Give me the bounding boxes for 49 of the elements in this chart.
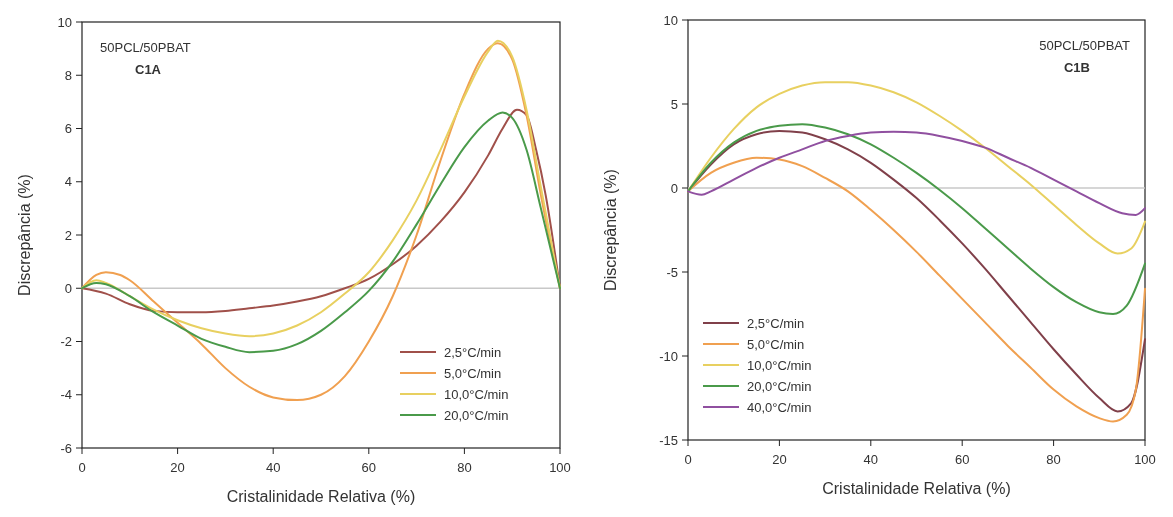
y-tick-label: 6: [64, 121, 72, 136]
y-tick-label: -2: [60, 334, 72, 349]
y-tick-label: -6: [60, 440, 72, 456]
annotation: 50PCL/50PBAT: [1039, 38, 1131, 53]
legend-label: 2,5°C/min: [747, 316, 805, 331]
annotation: C1B: [1063, 60, 1090, 75]
y-tick-label: 10: [663, 12, 678, 28]
y-tick-label: 0: [64, 280, 72, 296]
x-tick-label: 20: [772, 452, 787, 467]
line-series: [81, 39, 561, 338]
legend-label: 2,5°C/min: [444, 345, 502, 360]
line-series: [687, 123, 1146, 315]
x-axis-title: Cristalinidade Relativa (%): [226, 488, 416, 505]
legend-label: 10,0°C/min: [444, 387, 509, 402]
y-axis-title: Discrepância (%): [16, 174, 33, 296]
legend-label: 40,0°C/min: [747, 400, 812, 415]
legend-label: 20,0°C/min: [747, 379, 812, 394]
line-series: [687, 81, 1146, 255]
x-tick-label: 100: [549, 460, 571, 475]
x-tick-label: 60: [361, 460, 377, 475]
y-tick-label: 4: [64, 174, 72, 190]
y-tick-label: -4: [60, 387, 72, 403]
x-tick-label: 80: [457, 460, 472, 475]
y-axis-title: Discrepância (%): [602, 169, 619, 291]
y-tick-label: 8: [64, 67, 72, 83]
x-tick-label: 80: [1046, 452, 1061, 467]
legend-label: 5,0°C/min: [444, 366, 502, 381]
y-tick-label: 2: [64, 227, 72, 243]
x-tick-label: 40: [863, 452, 879, 467]
y-tick-label: 0: [670, 180, 678, 196]
annotation: C1A: [135, 62, 162, 77]
x-tick-label: 20: [170, 460, 185, 475]
x-tick-label: 0: [684, 452, 692, 467]
x-axis-title: Cristalinidade Relativa (%): [822, 480, 1011, 497]
line-series: [687, 130, 1146, 216]
legend-label: 20,0°C/min: [444, 408, 509, 423]
x-tick-label: 60: [954, 452, 970, 467]
y-tick-label: -15: [659, 432, 678, 448]
line-series: [81, 108, 561, 314]
x-tick-label: 40: [265, 460, 281, 475]
y-tick-label: 10: [57, 14, 72, 30]
legend-label: 5,0°C/min: [747, 337, 805, 352]
x-tick-label: 100: [1134, 452, 1156, 467]
y-tick-label: -10: [659, 348, 678, 364]
annotation: 50PCL/50PBAT: [100, 40, 191, 55]
legend-label: 10,0°C/min: [747, 358, 812, 373]
y-tick-label: 5: [670, 96, 678, 112]
y-tick-label: -5: [666, 264, 678, 280]
x-tick-label: 0: [78, 460, 86, 475]
